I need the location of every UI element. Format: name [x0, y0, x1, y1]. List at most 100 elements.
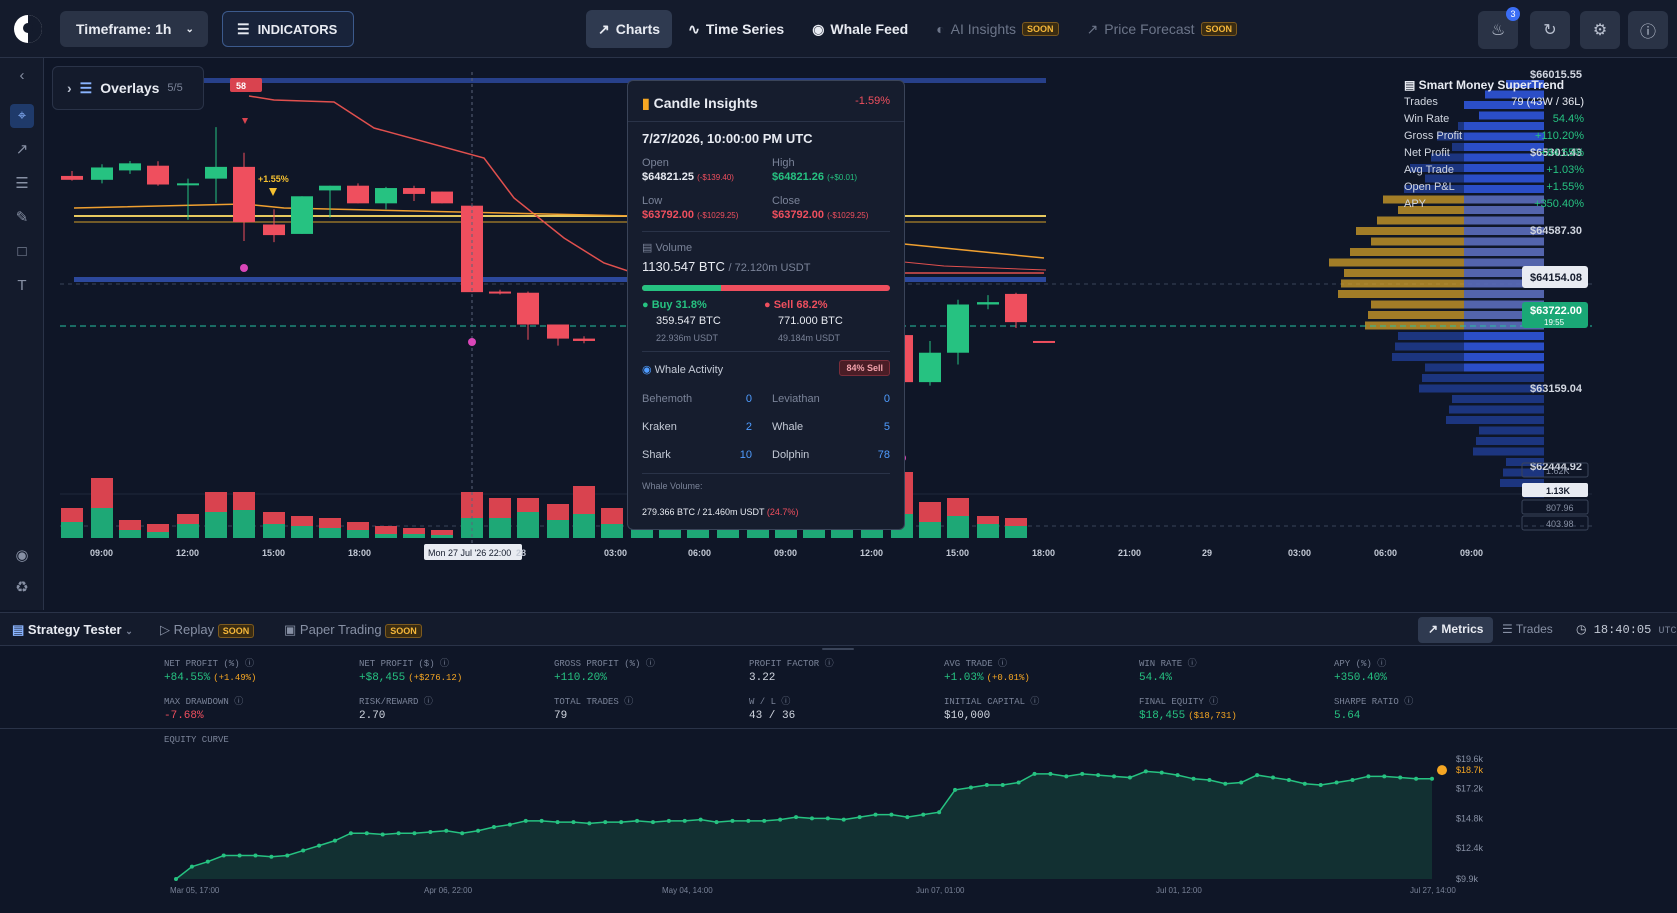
trendline-icon[interactable]: ↗	[15, 141, 29, 158]
metric-net-profit: NET PROFIT (%) ⓘ +84.55% (+1.49%)	[164, 656, 256, 684]
layers-icon[interactable]: ☰	[15, 175, 29, 192]
equity-point	[428, 829, 433, 834]
equity-point	[1175, 773, 1180, 778]
candle-body	[61, 175, 83, 180]
paper-trading-button[interactable]: ▣ Paper Trading SOON	[284, 622, 422, 638]
nav-charts[interactable]: ↗ Charts	[586, 10, 673, 48]
volume-profile-bar-blue	[1464, 216, 1544, 225]
volume-profile-bar-blue	[1464, 122, 1544, 130]
clock-icon: ◷	[1576, 623, 1587, 637]
nav-price-forecast[interactable]: ↗ Price Forecast SOON	[1075, 10, 1250, 48]
stat-row: APY +350.40%	[1404, 198, 1584, 210]
equity-point	[412, 831, 417, 836]
equity-point	[619, 820, 624, 825]
equity-point	[491, 825, 496, 830]
high-value: $64821.26	[772, 171, 824, 183]
whale-row-behemoth: Behemoth 0	[642, 393, 752, 405]
equity-point	[1239, 780, 1244, 785]
candle-body	[319, 185, 341, 191]
trash-icon[interactable]: ♻	[15, 579, 29, 596]
time-axis-label: 09:00	[1460, 548, 1483, 558]
volume-bar-buy	[319, 528, 341, 538]
volume-bar-buy	[61, 522, 83, 538]
nav-whale-feed[interactable]: ◉ Whale Feed	[800, 10, 920, 48]
volume-bar-sell	[61, 508, 83, 522]
text-icon[interactable]: T	[17, 277, 27, 294]
notifications-button[interactable]: ♨ 3	[1478, 7, 1520, 49]
price-axis-label: $62444.92	[1530, 461, 1582, 473]
volume-usdt: / 72.120m USDT	[728, 262, 811, 274]
metric-extra: (+0.01%)	[986, 673, 1030, 683]
eye-icon[interactable]: ◉	[15, 547, 29, 564]
time-axis-label: 18:00	[1032, 548, 1055, 558]
crosshair-icon[interactable]: ⌖	[10, 104, 34, 128]
buy-fill	[642, 285, 721, 291]
candle-body	[1033, 340, 1055, 343]
resize-handle[interactable]	[822, 648, 854, 650]
equity-point	[1143, 769, 1148, 774]
volume-value: 1130.547 BTC	[642, 259, 725, 274]
whale-row-whale: Whale 5	[772, 421, 890, 433]
candle-body	[375, 188, 397, 204]
app-logo-icon[interactable]	[14, 15, 42, 43]
volume-bar-sell	[147, 524, 169, 532]
high-value-row: $64821.26 (+$0.01)	[772, 171, 857, 183]
volume-profile-bar	[1500, 479, 1544, 487]
overlays-panel[interactable]: › ☰ Overlays 5/5	[52, 66, 204, 110]
indicators-button[interactable]: ☰ INDICATORS	[222, 11, 354, 47]
top-bar: Timeframe: 1h ⌄ ☰ INDICATORS ↗ Charts ∿ Ti…	[0, 0, 1677, 58]
whale-name: Dolphin	[772, 449, 810, 461]
volume-profile-bar-blue	[1464, 132, 1544, 141]
metrics-tab[interactable]: ↗ Metrics	[1418, 617, 1494, 643]
nav-time-series[interactable]: ∿ Time Series	[676, 10, 796, 48]
settings-button[interactable]: ⚙	[1580, 11, 1620, 49]
stat-label: Trades	[1404, 96, 1438, 108]
equity-point	[1000, 782, 1005, 787]
equity-x-label: May 04, 14:00	[662, 886, 713, 895]
equity-point	[460, 831, 465, 836]
buy-label: ● Buy 31.8%	[642, 299, 707, 311]
trades-tab[interactable]: ☰ Trades	[1502, 622, 1553, 636]
refresh-button[interactable]: ↻	[1530, 11, 1570, 49]
volume-profile-bar	[1452, 395, 1544, 403]
volume-profile-bar-blue	[1464, 101, 1544, 109]
replay-label: Replay	[173, 622, 215, 637]
rectangle-icon[interactable]: □	[17, 243, 27, 260]
stat-value: +1.03%	[1546, 164, 1584, 176]
equity-point	[348, 831, 353, 836]
pencil-icon[interactable]: ✎	[15, 209, 29, 226]
whale-count: 5	[883, 421, 890, 433]
resistance-zone	[74, 78, 1046, 83]
candle-body	[263, 224, 285, 236]
volume-tag-outline	[1521, 515, 1589, 531]
low-value: $63792.00	[642, 209, 694, 221]
replay-button[interactable]: ▷ Replay SOON	[160, 622, 255, 638]
buy-usdt: 22.936m USDT	[656, 333, 719, 343]
price-axis-label: $65301.43	[1530, 147, 1582, 159]
whale-activity-title: ◉ Whale Activity	[642, 363, 723, 376]
equity-point	[189, 864, 194, 869]
volume-bar-sell	[431, 530, 453, 535]
info-button[interactable]: ⓘ	[1628, 11, 1668, 49]
volume-profile-bar-blue	[1464, 332, 1544, 340]
volume-bar-sell	[119, 520, 141, 530]
price-axis-label: $64154.08	[1530, 272, 1582, 284]
timeframe-dropdown[interactable]: Timeframe: 1h ⌄	[60, 11, 208, 47]
time-axis-label: 12:00	[860, 548, 883, 558]
collapse-icon[interactable]: ‹	[19, 67, 25, 84]
nav-ai-insights[interactable]: ◐ AI Insights SOON	[924, 10, 1070, 48]
chevron-right-icon: ›	[67, 80, 72, 96]
volume-bar-sell	[573, 486, 595, 514]
strategy-tester-dropdown[interactable]: ▤ Strategy Tester ⌄	[12, 622, 133, 638]
candle-body	[1005, 293, 1027, 323]
candle-body	[947, 304, 969, 353]
equity-point	[1048, 771, 1053, 776]
equity-point	[984, 782, 989, 787]
volume-bar-buy	[919, 522, 941, 538]
volume-bar-sell	[177, 514, 199, 524]
whale-row-kraken: Kraken 2	[642, 421, 752, 433]
equity-y-label: $18.7k	[1456, 765, 1484, 775]
candle-insights-popup: ▮ Candle Insights -1.59% 7/27/2026, 10:0…	[627, 80, 905, 530]
candle-body	[291, 196, 313, 234]
volume-bar-buy	[1005, 526, 1027, 538]
